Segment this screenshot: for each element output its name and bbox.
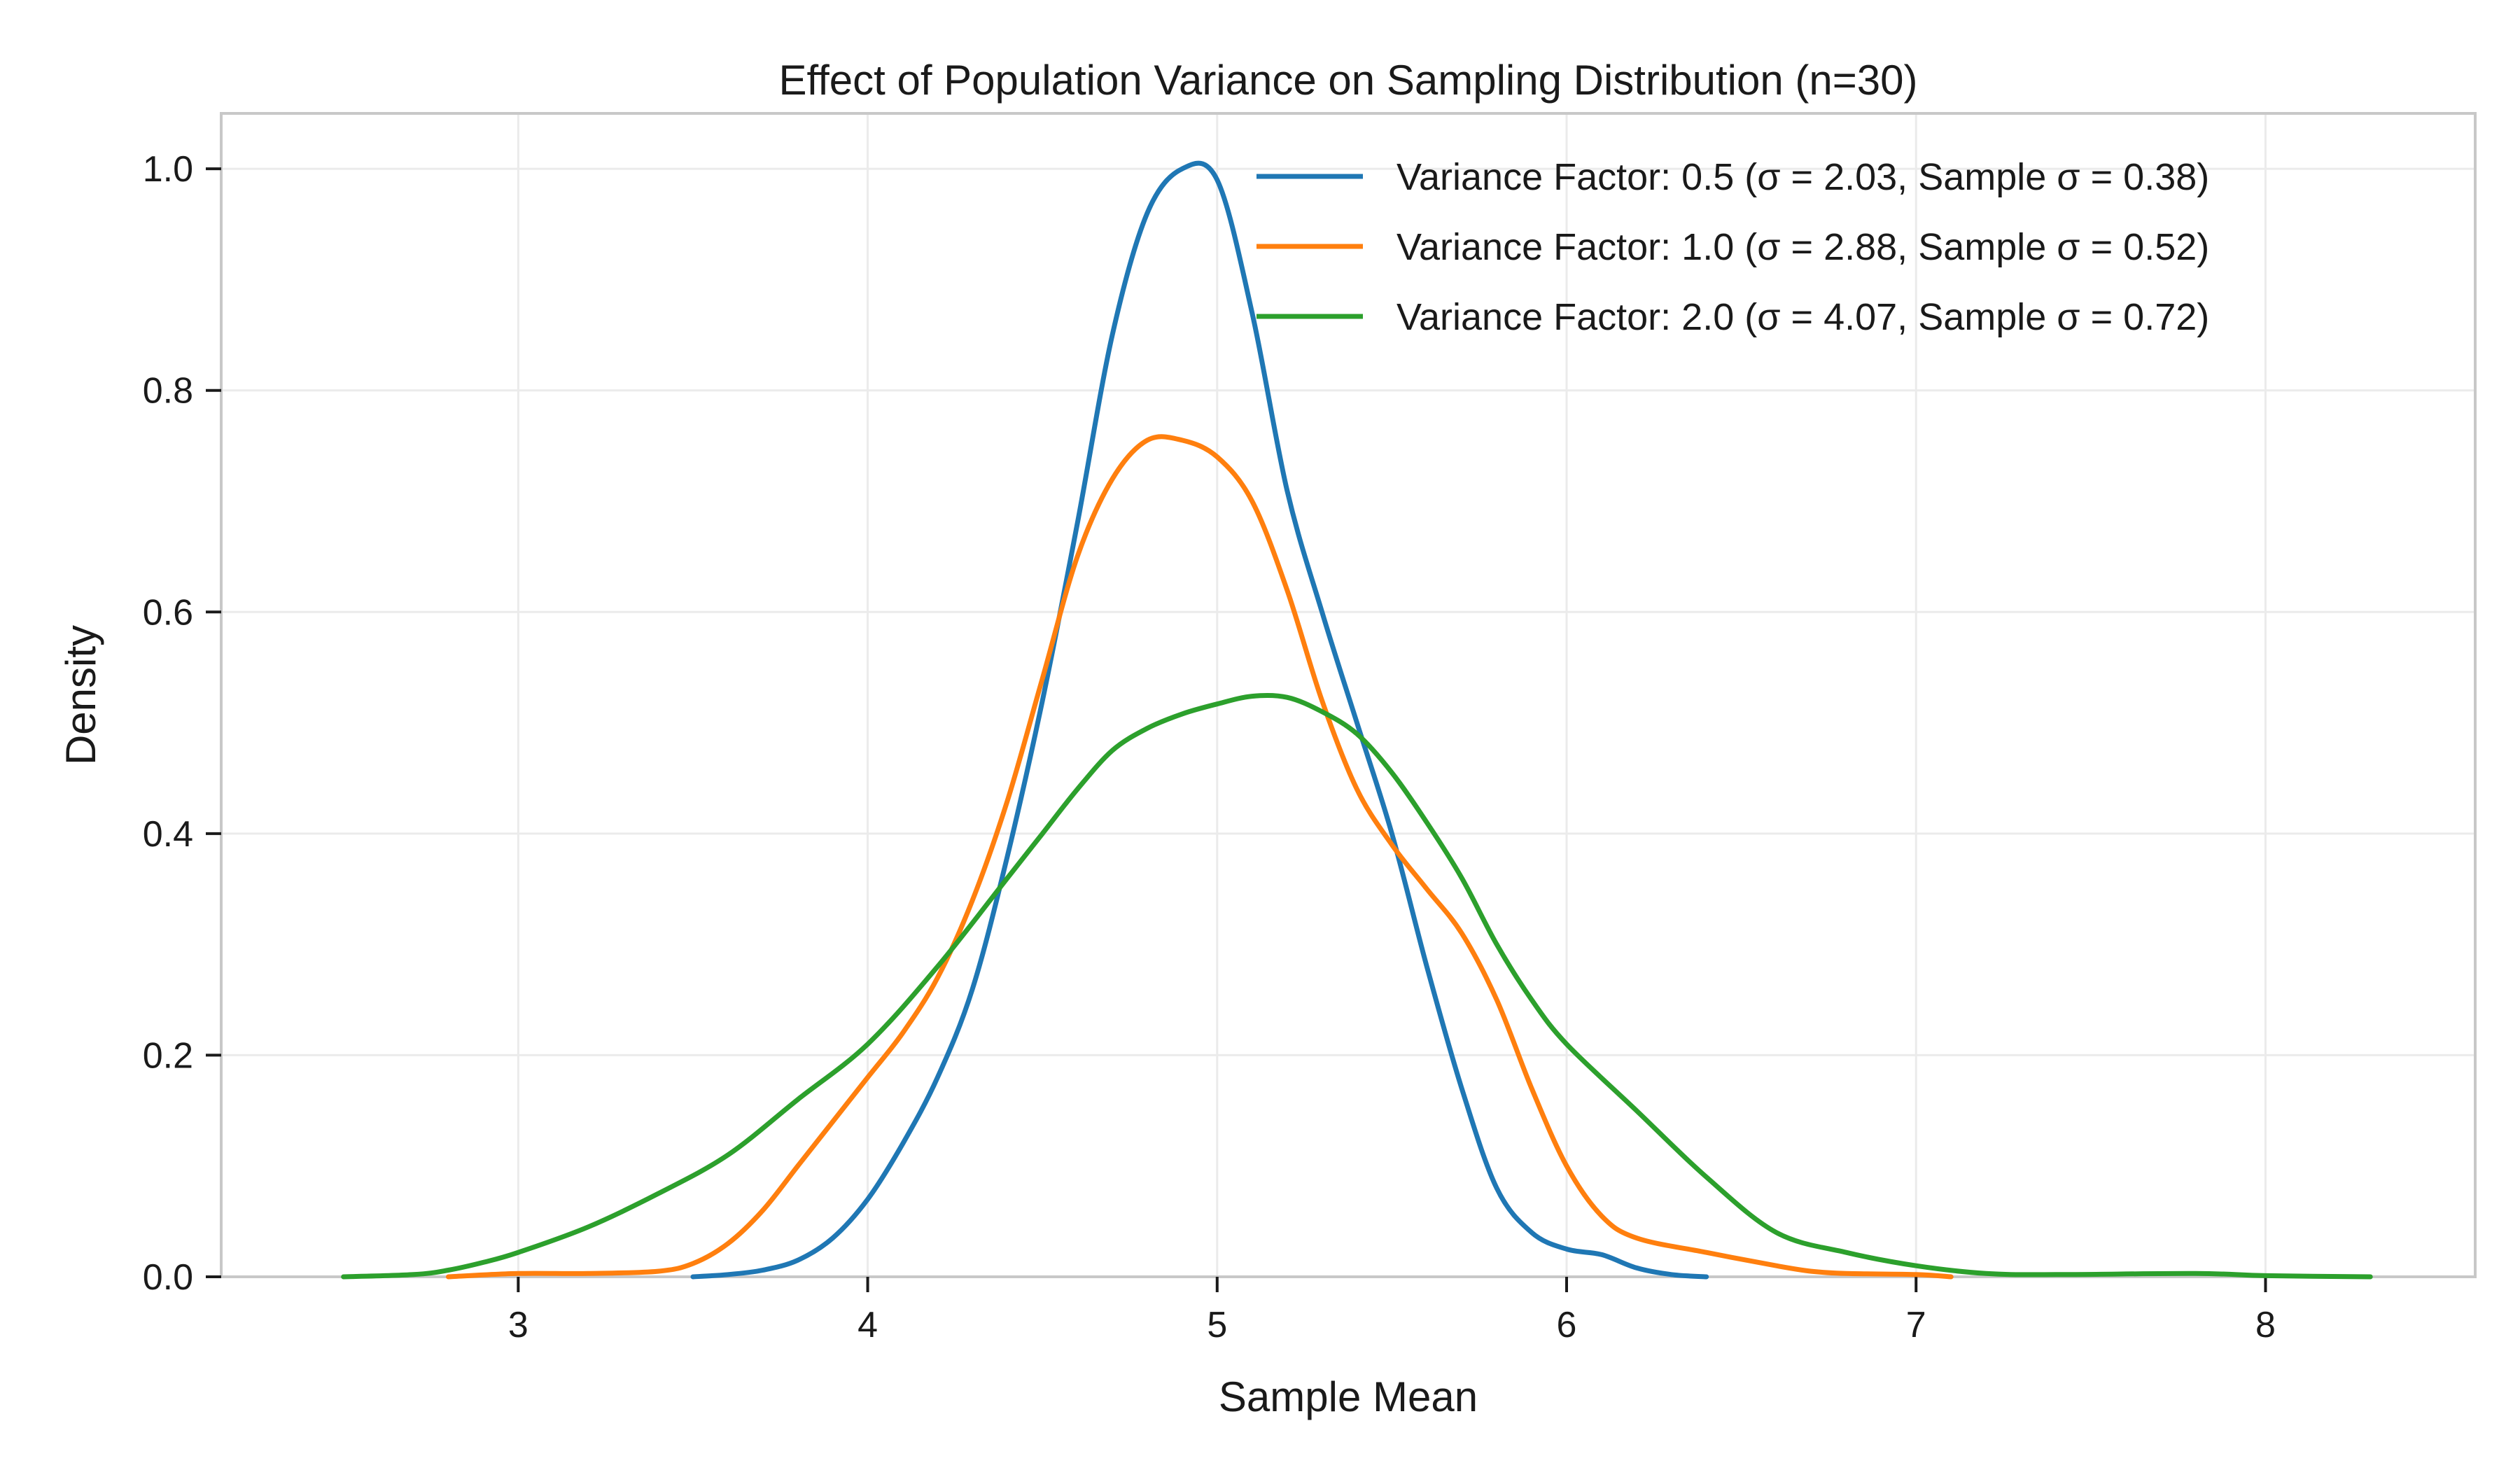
y-axis-title: Density [57,625,104,765]
legend: Variance Factor: 0.5 (σ = 2.03, Sample σ… [1256,156,2209,338]
chart-title: Effect of Population Variance on Samplin… [778,57,1917,104]
y-tick-label: 0.2 [143,1035,193,1076]
x-tick-label: 6 [1557,1305,1577,1345]
legend-label-3: Variance Factor: 2.0 (σ = 4.07, Sample σ… [1396,296,2209,338]
series-lines [341,160,2373,1280]
x-tick-label: 5 [1207,1305,1227,1345]
y-tick-label: 1.0 [143,149,193,190]
legend-label-2: Variance Factor: 1.0 (σ = 2.88, Sample σ… [1396,226,2209,268]
x-tick-label: 7 [1906,1305,1926,1345]
y-tick-label: 0.8 [143,371,193,412]
series-line-3 [341,692,2373,1280]
series-line-2 [446,434,1954,1280]
series-line-1 [690,160,1709,1280]
axis-ticks: 3 4 5 6 7 8 0.0 0.2 0.4 0.6 0.8 1.0 [143,149,2276,1345]
y-tick-label: 0.4 [143,814,193,855]
plot-frame [220,112,2477,1278]
x-axis-title: Sample Mean [1219,1373,1478,1420]
x-tick-label: 8 [2255,1305,2276,1345]
legend-label-1: Variance Factor: 0.5 (σ = 2.03, Sample σ… [1396,156,2209,198]
x-tick-label: 4 [858,1305,878,1345]
x-tick-label: 3 [508,1305,528,1345]
y-tick-label: 0.6 [143,592,193,633]
y-tick-label: 0.0 [143,1257,193,1298]
